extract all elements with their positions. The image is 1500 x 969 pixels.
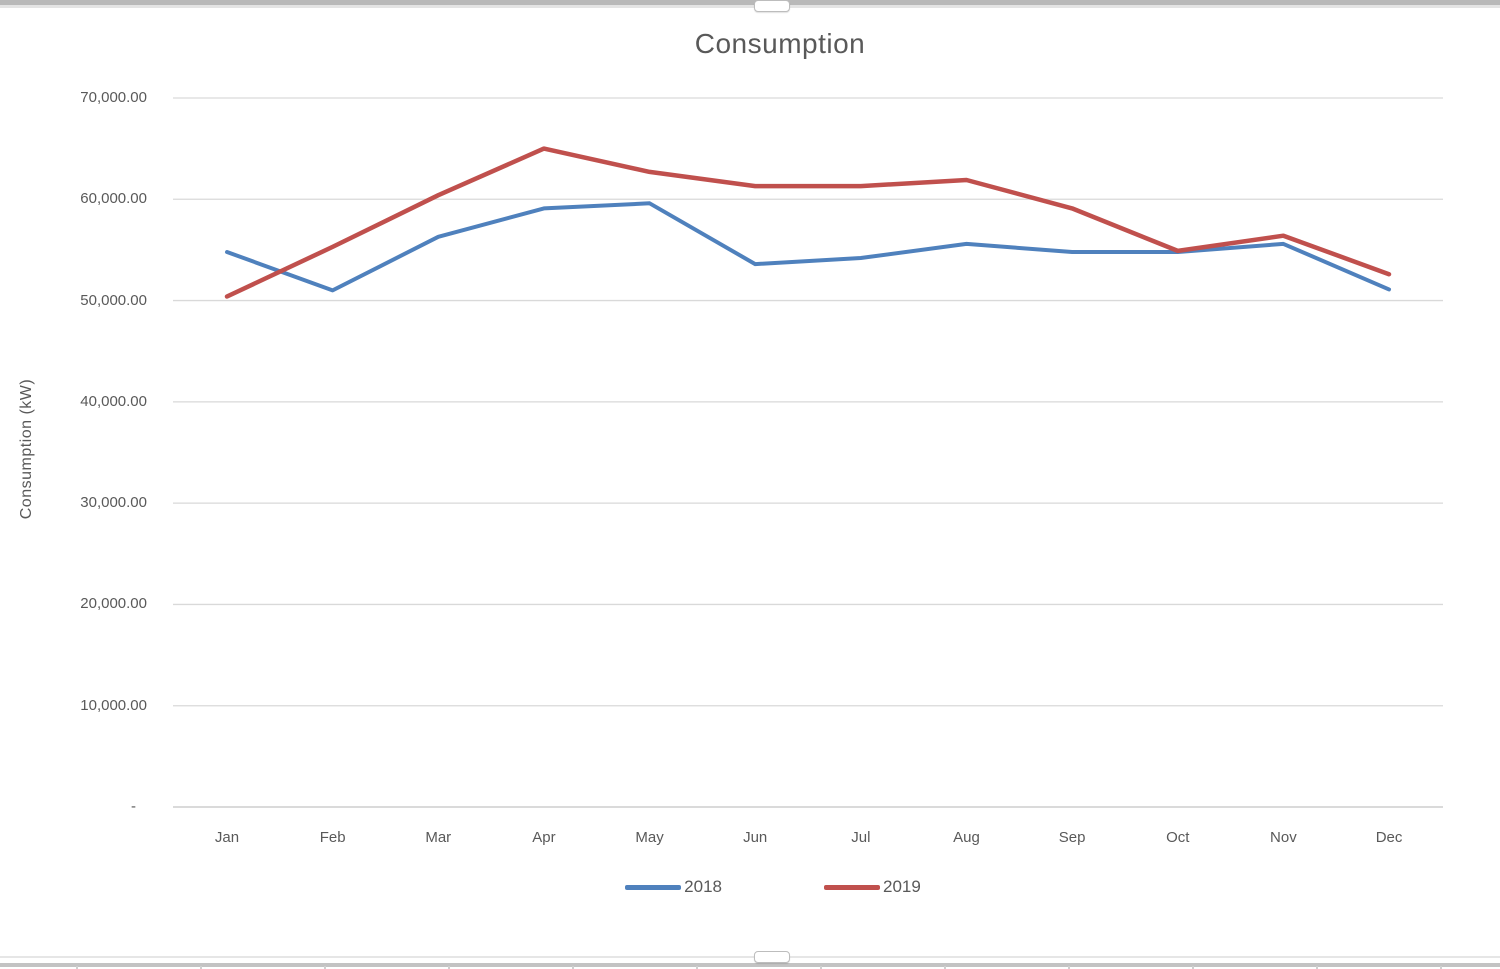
x-axis-tick-label[interactable]: Jun	[743, 829, 768, 846]
x-axis-tick-label[interactable]: Aug	[953, 829, 980, 846]
x-axis-tick-label[interactable]: May	[635, 829, 664, 846]
y-axis-tick-label[interactable]: 60,000.00	[80, 190, 147, 208]
x-axis-tick-label[interactable]: Mar	[425, 829, 452, 846]
chart-border-line	[0, 5, 1500, 8]
x-axis-tick-label[interactable]: Apr	[532, 829, 556, 846]
legend-2018-label: 2018	[684, 877, 722, 896]
y-axis-tick-label[interactable]: -	[131, 798, 136, 815]
legend-item-2018[interactable]: 2018	[625, 877, 722, 897]
legend-2018-line-swatch	[625, 884, 682, 890]
x-axis-tick-label[interactable]: Jul	[851, 829, 871, 846]
legend-2019-line-swatch	[824, 884, 880, 890]
x-axis-tick-label[interactable]: Nov	[1270, 829, 1297, 846]
series-2019-line[interactable]	[224, 146, 1392, 299]
y-axis-tick-label[interactable]: 40,000.00	[80, 392, 147, 410]
chart-resize-handle-bottom[interactable]	[754, 951, 790, 963]
y-axis-tick-label[interactable]: 30,000.00	[80, 494, 147, 512]
chart-top-border	[0, 0, 1500, 12]
x-axis-tick-label[interactable]: Sep	[1058, 829, 1086, 846]
worksheet-cell-borders	[0, 966, 1500, 969]
x-axis-tick-label[interactable]: Jan	[214, 829, 240, 846]
x-axis-tick-label[interactable]: Oct	[1166, 829, 1190, 846]
y-axis-tick-label[interactable]: 50,000.00	[80, 291, 147, 309]
y-axis-tick-label[interactable]: 70,000.00	[80, 89, 147, 106]
legend[interactable]: 2018 2019	[23, 875, 1500, 899]
y-axis-tick-label[interactable]: 20,000.00	[80, 595, 147, 613]
legend-2019-label: 2019	[883, 877, 921, 896]
chart-border-line	[0, 0, 1500, 5]
chart-border-line	[0, 956, 1500, 958]
x-axis-tick-label[interactable]: Feb	[319, 829, 346, 846]
legend-item-2019[interactable]: 2019	[824, 877, 921, 897]
chart-resize-handle-top[interactable]	[754, 0, 790, 12]
chart-bottom-border	[0, 950, 1500, 969]
chart-title[interactable]: Consumption	[694, 28, 866, 59]
series-2018-line[interactable]	[225, 201, 1391, 293]
chart-border-line	[0, 963, 1500, 967]
x-axis-tick-label[interactable]: Dec	[1375, 829, 1403, 846]
y-axis-tick-label[interactable]: 10,000.00	[80, 696, 147, 714]
